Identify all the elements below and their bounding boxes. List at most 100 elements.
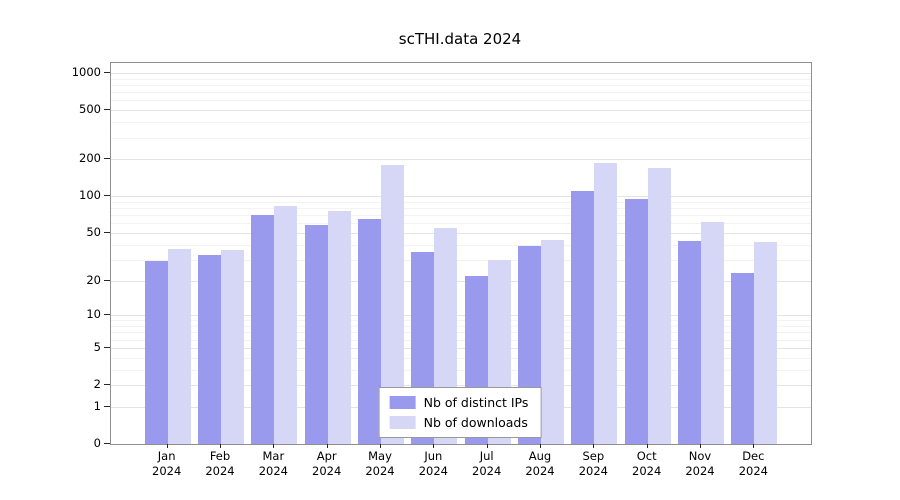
- minor-gridline: [111, 215, 811, 217]
- major-gridline: [111, 232, 811, 234]
- major-gridline: [111, 159, 811, 161]
- x-tick-label: May 2024: [348, 449, 412, 479]
- legend-label: Nb of distinct IPs: [423, 395, 529, 410]
- x-tick-month: Mar: [262, 449, 285, 463]
- x-tick-year: 2024: [738, 464, 768, 478]
- minor-gridline: [111, 339, 811, 341]
- y-tick-mark: [104, 72, 110, 73]
- x-tick-mark: [646, 444, 648, 448]
- x-tick-year: 2024: [632, 464, 662, 478]
- x-tick-year: 2024: [472, 464, 502, 478]
- x-tick-label: Apr 2024: [295, 449, 359, 479]
- minor-gridline: [111, 223, 811, 225]
- y-tick-mark: [104, 346, 110, 348]
- legend-entry: Nb of downloads: [389, 415, 529, 430]
- bar-nb-of-downloads: [541, 239, 564, 444]
- y-tick-mark: [104, 443, 110, 444]
- bar-nb-of-distinct-ips: [571, 191, 595, 444]
- bar-nb-of-downloads: [221, 250, 244, 444]
- minor-gridline: [111, 208, 811, 210]
- x-tick-mark: [700, 444, 701, 448]
- x-tick-mark: [486, 444, 488, 448]
- y-tick-label: 1000: [71, 65, 101, 79]
- x-tick-label: Jan 2024: [135, 449, 199, 479]
- x-tick-label: Aug 2024: [508, 449, 572, 479]
- minor-gridline: [111, 244, 811, 246]
- bar-nb-of-downloads: [381, 164, 404, 444]
- major-gridline: [111, 315, 811, 317]
- minor-gridline: [111, 100, 811, 102]
- x-tick-year: 2024: [365, 464, 395, 478]
- x-tick-label: Jun 2024: [401, 449, 465, 479]
- y-axis: 0 1 2 5 10 20 50 100 200 500 1000: [55, 62, 101, 450]
- minor-gridline: [111, 332, 811, 334]
- minor-gridline: [111, 369, 811, 371]
- bar-nb-of-downloads: [167, 248, 191, 444]
- y-tick-label: 0: [93, 436, 101, 450]
- y-tick-label: 200: [79, 151, 101, 166]
- x-tick-label: Feb 2024: [188, 449, 252, 479]
- minor-gridline: [111, 137, 811, 139]
- x-tick-mark: [166, 444, 168, 448]
- y-tick-mark: [104, 314, 110, 316]
- x-tick-mark: [433, 444, 435, 448]
- minor-gridline: [111, 259, 811, 261]
- x-tick-year: 2024: [152, 464, 182, 478]
- x-tick-mark: [380, 444, 381, 448]
- x-tick-year: 2024: [258, 464, 288, 478]
- x-tick-mark: [540, 444, 541, 448]
- x-tick-month: Dec: [742, 449, 765, 463]
- legend-swatch: [389, 416, 416, 429]
- x-tick-mark: [753, 444, 755, 448]
- bar-nb-of-downloads: [647, 167, 671, 444]
- y-tick-label: 1: [93, 398, 101, 413]
- y-tick-label: 5: [93, 339, 101, 354]
- minor-gridline: [111, 84, 811, 86]
- major-gridline: [111, 196, 811, 198]
- bar-nb-of-distinct-ips: [731, 273, 755, 444]
- x-tick-month: Jan: [157, 449, 176, 463]
- bar-nb-of-downloads: [701, 222, 724, 444]
- x-tick-year: 2024: [525, 464, 555, 478]
- x-tick-label: Mar 2024: [241, 449, 305, 479]
- minor-gridline: [111, 357, 811, 359]
- minor-gridline: [111, 78, 811, 80]
- x-tick-mark: [220, 444, 221, 448]
- x-tick-label: Nov 2024: [668, 449, 732, 479]
- x-tick-label: Sep 2024: [561, 449, 625, 479]
- bar-nb-of-distinct-ips: [358, 219, 381, 444]
- major-gridline: [111, 73, 811, 74]
- y-tick-label: 50: [86, 224, 101, 239]
- x-tick-year: 2024: [205, 464, 235, 478]
- y-tick-label: 2: [93, 377, 101, 391]
- major-gridline: [111, 385, 811, 386]
- y-tick-label: 100: [79, 188, 101, 203]
- x-tick-year: 2024: [578, 464, 608, 478]
- legend-entry: Nb of distinct IPs: [389, 395, 529, 410]
- x-tick-month: May: [368, 449, 392, 463]
- bar-nb-of-downloads: [754, 242, 778, 444]
- x-tick-month: Feb: [209, 449, 231, 463]
- bar-nb-of-distinct-ips: [304, 225, 328, 444]
- y-tick-mark: [104, 384, 110, 385]
- x-tick-label: Jul 2024: [455, 449, 519, 479]
- minor-gridline: [111, 320, 811, 322]
- major-gridline: [111, 347, 811, 349]
- x-tick-year: 2024: [685, 464, 715, 478]
- legend: Nb of distinct IPs Nb of downloads: [378, 387, 542, 438]
- y-tick-mark: [104, 279, 110, 281]
- y-tick-label: 20: [86, 272, 101, 287]
- legend-swatch: [389, 396, 416, 409]
- x-tick-label: Dec 2024: [721, 449, 785, 479]
- bar-nb-of-distinct-ips: [678, 240, 701, 444]
- x-tick-month: Jul: [479, 449, 494, 463]
- chart-title: scTHI.data 2024: [398, 30, 522, 48]
- bar-nb-of-downloads: [274, 206, 298, 444]
- plot-area: [110, 62, 812, 445]
- bar-nb-of-distinct-ips: [144, 261, 168, 444]
- y-tick-label: 500: [79, 102, 101, 117]
- x-tick-month: Sep: [582, 449, 605, 463]
- y-tick-mark: [104, 405, 110, 407]
- major-gridline: [111, 110, 811, 112]
